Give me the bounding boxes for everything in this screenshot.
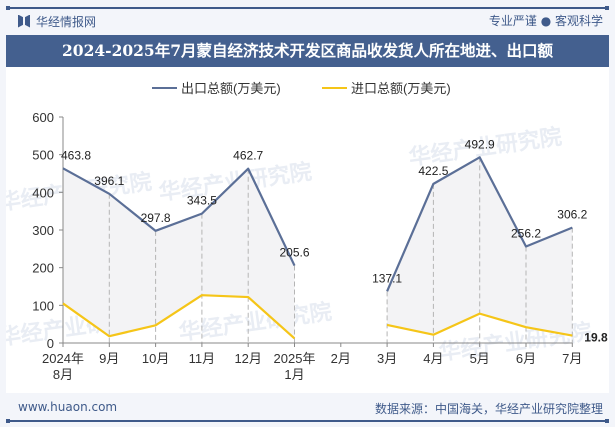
chart-area: 华经产业研究院华经产业研究院华经产业研究院华经产业研究院华经产业研究院华经产业研… [0,67,609,393]
export-data-label: 205.6 [279,246,309,260]
legend-import-label: 进口总额(万美元) [351,81,451,96]
export-data-label: 396.1 [94,174,124,188]
import-line [386,312,573,337]
y-tick-label: 600 [32,110,54,125]
x-tick-label: 12月 [234,351,261,366]
watermark-text: 华经产业研究院 [177,299,333,345]
top-divider [6,6,609,10]
x-tick-label: 11月 [189,351,216,366]
x-tick-label: 10月 [142,351,169,366]
export-data-label: 137.1 [372,271,402,285]
export-data-label: 462.7 [233,149,263,163]
export-data-label: 422.5 [418,164,448,178]
export-data-label: 463.8 [61,148,91,162]
x-tick-label: 8月 [53,367,73,382]
import-line [62,294,296,340]
x-tick-label: 2024年 [42,351,84,366]
brand: 华经情报网 [18,12,96,30]
x-tick-label: 9月 [99,351,119,366]
y-tick-label: 0 [47,336,54,351]
bottom-divider [6,419,609,423]
footer-site: www.huaon.com [18,400,118,414]
export-data-label: 306.2 [557,208,587,222]
x-tick-label: 7月 [562,351,582,366]
slogan: 专业严谨 ● 客观科学 [488,14,603,28]
y-tick-label: 100 [32,298,54,313]
footer: www.huaon.com 数据来源：中国海关，华经产业研究院整理 [6,397,609,419]
y-tick-label: 200 [32,261,54,276]
brand-name: 华经情报网 [36,14,97,29]
brand-logo-icon [18,15,30,28]
x-tick-label: 2月 [331,351,351,366]
x-tick-label: 5月 [470,351,490,366]
x-tick-label: 3月 [377,351,397,366]
export-data-label: 256.2 [511,226,541,240]
x-tick-label: 1月 [284,367,304,382]
line-chart: 华经产业研究院华经产业研究院华经产业研究院华经产业研究院华经产业研究院华经产业研… [0,81,608,382]
legend-export-label: 出口总额(万美元) [181,81,281,96]
export-line [386,156,573,292]
x-tick-label: 6月 [516,351,536,366]
chart-title: 2024-2025年7月蒙自经济技术开发区商品收发货人所在地进、出口额 [6,35,609,67]
export-data-label: 297.8 [141,211,171,225]
x-tick-label: 2025年 [274,351,316,366]
y-tick-label: 400 [32,185,54,200]
export-data-label: 343.5 [187,194,217,208]
export-line [62,167,296,267]
y-tick-label: 300 [32,223,54,238]
footer-source: 数据来源：中国海关，华经产业研究院整理 [374,402,603,416]
y-tick-label: 500 [32,148,54,163]
import-data-label: 19.8 [584,331,608,345]
x-tick-label: 4月 [423,351,443,366]
export-data-label: 492.9 [465,137,495,151]
